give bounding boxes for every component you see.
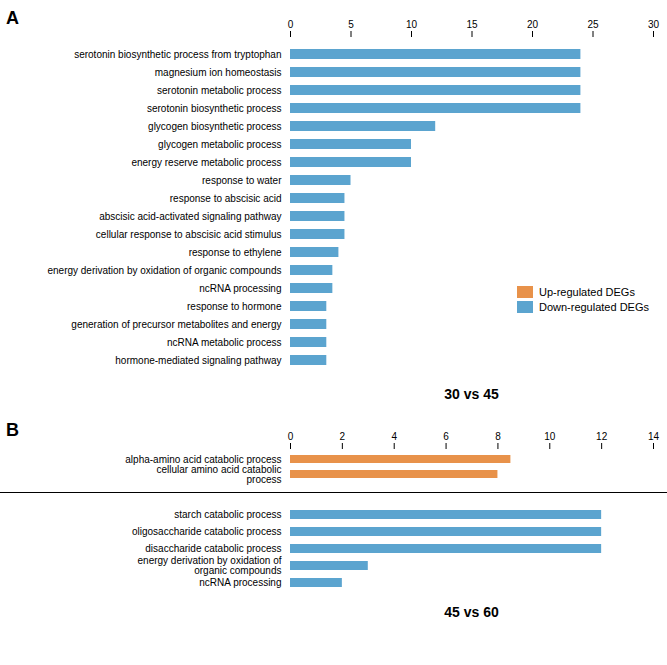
svg-text:energy reserve metabolic proce: energy reserve metabolic process bbox=[131, 157, 281, 168]
svg-text:10: 10 bbox=[406, 19, 418, 30]
svg-text:20: 20 bbox=[527, 19, 539, 30]
svg-text:25: 25 bbox=[587, 19, 599, 30]
svg-text:ncRNA metabolic process: ncRNA metabolic process bbox=[167, 337, 282, 348]
svg-text:15: 15 bbox=[466, 19, 478, 30]
svg-text:glycogen metabolic process: glycogen metabolic process bbox=[158, 139, 281, 150]
svg-text:6: 6 bbox=[443, 431, 449, 442]
svg-text:serotonin biosynthetic process: serotonin biosynthetic process bbox=[147, 103, 282, 114]
svg-text:0: 0 bbox=[288, 19, 294, 30]
svg-text:0: 0 bbox=[288, 431, 294, 442]
svg-text:12: 12 bbox=[596, 431, 608, 442]
svg-text:response to water: response to water bbox=[202, 175, 282, 186]
svg-text:energy derivation by oxidation: energy derivation by oxidation oforganic… bbox=[138, 555, 282, 576]
svg-text:cellular amino acid catabolicp: cellular amino acid catabolicprocess bbox=[156, 464, 281, 485]
svg-text:4: 4 bbox=[391, 431, 397, 442]
svg-text:energy derivation by oxidation: energy derivation by oxidation of organi… bbox=[47, 265, 281, 276]
svg-text:starch catabolic process: starch catabolic process bbox=[174, 509, 281, 520]
svg-text:hormone-mediated signaling pat: hormone-mediated signaling pathway bbox=[115, 355, 281, 366]
html-text:B: B bbox=[6, 420, 19, 440]
html-text:30 vs 45: 30 vs 45 bbox=[444, 386, 499, 402]
html-text:Down-regulated DEGs: Down-regulated DEGs bbox=[538, 301, 649, 313]
svg-text:abscisic acid-activated signal: abscisic acid-activated signaling pathwa… bbox=[99, 211, 281, 222]
svg-text:response to hormone: response to hormone bbox=[187, 301, 282, 312]
svg-text:response to abscisic acid: response to abscisic acid bbox=[170, 193, 282, 204]
svg-text:alpha-amino acid catabolic pro: alpha-amino acid catabolic process bbox=[125, 453, 282, 465]
svg-text:ncRNA processing: ncRNA processing bbox=[199, 283, 281, 294]
svg-text:5: 5 bbox=[348, 19, 354, 30]
svg-text:30: 30 bbox=[648, 19, 660, 30]
svg-text:ncRNA processing: ncRNA processing bbox=[199, 577, 281, 588]
html-text:45 vs 60: 45 vs 60 bbox=[444, 604, 499, 620]
svg-text:serotonin metabolic process: serotonin metabolic process bbox=[157, 85, 282, 96]
svg-text:disaccharide catabolic process: disaccharide catabolic process bbox=[145, 543, 281, 554]
svg-text:10: 10 bbox=[544, 431, 556, 442]
svg-text:generation of precursor metabo: generation of precursor metabolites and … bbox=[71, 319, 281, 330]
svg-text:oligosaccharide catabolic proc: oligosaccharide catabolic process bbox=[132, 526, 282, 537]
svg-text:8: 8 bbox=[495, 431, 501, 442]
svg-text:serotonin biosynthetic process: serotonin biosynthetic process from tryp… bbox=[74, 49, 281, 60]
svg-text:magnesium ion homeostasis: magnesium ion homeostasis bbox=[155, 67, 282, 78]
svg-text:14: 14 bbox=[648, 431, 660, 442]
html-text:Up-regulated DEGs: Up-regulated DEGs bbox=[538, 286, 635, 298]
svg-text:2: 2 bbox=[340, 431, 346, 442]
svg-text:response to ethylene: response to ethylene bbox=[189, 247, 282, 258]
html-text:A: A bbox=[6, 8, 19, 28]
svg-text:cellular response to abscisic: cellular response to abscisic acid stimu… bbox=[96, 229, 282, 240]
svg-text:glycogen biosynthetic process: glycogen biosynthetic process bbox=[148, 121, 281, 132]
